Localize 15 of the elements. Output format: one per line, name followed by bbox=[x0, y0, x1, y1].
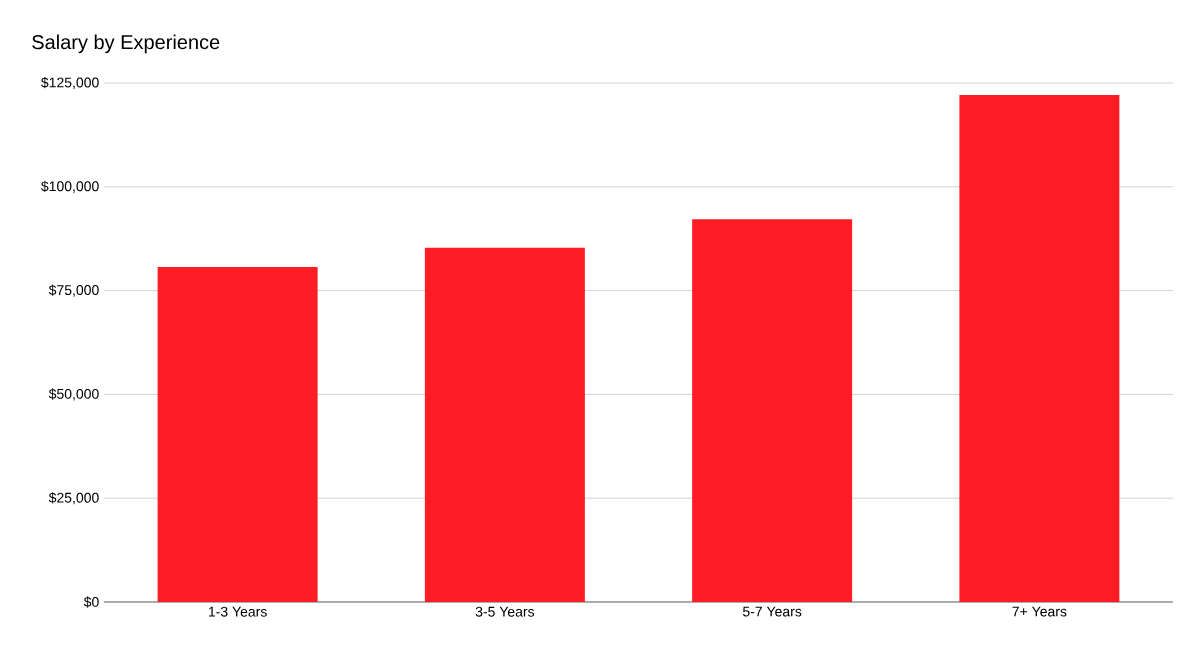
x-tick-label: 5-7 Years bbox=[742, 606, 802, 617]
x-tick-label: 1-3 Years bbox=[208, 606, 267, 617]
bar bbox=[157, 266, 318, 602]
y-tick-label: $75,000 bbox=[48, 284, 99, 297]
y-tick-label: $125,000 bbox=[41, 76, 99, 90]
y-tick-label: $100,000 bbox=[41, 180, 99, 193]
chart-title: Salary by Experience bbox=[32, 34, 220, 54]
bar bbox=[692, 219, 853, 602]
bar bbox=[959, 95, 1120, 602]
x-tick-label: 7+ Years bbox=[1012, 606, 1067, 617]
y-tick-label: $25,000 bbox=[48, 492, 99, 505]
bar bbox=[424, 247, 585, 602]
x-tick-label: 3-5 Years bbox=[475, 606, 535, 617]
y-tick-label: $0 bbox=[83, 596, 99, 608]
y-tick-label: $50,000 bbox=[48, 388, 99, 401]
